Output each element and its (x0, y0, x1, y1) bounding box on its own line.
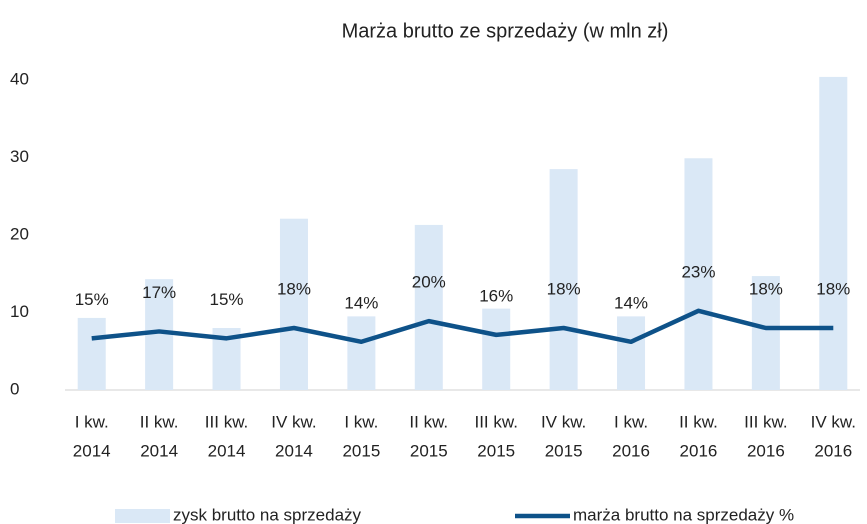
data-label: 18% (816, 279, 850, 298)
bar (819, 76, 848, 391)
x-tick-label: 2016 (747, 441, 785, 460)
x-tick-label: 2016 (612, 441, 650, 460)
y-tick-label: 10 (10, 302, 29, 321)
bar (684, 158, 713, 390)
x-tick-label: 2014 (73, 441, 111, 460)
bar (751, 276, 780, 390)
x-tick-label: 2016 (680, 441, 718, 460)
y-tick-label: 20 (10, 224, 29, 243)
legend-label: zysk brutto na sprzedaży (173, 505, 362, 524)
x-tick-label: IV kw. (811, 412, 856, 431)
bar (482, 308, 511, 390)
bar (279, 218, 308, 390)
chart-title: Marża brutto ze sprzedaży (w mln zł) (342, 20, 669, 42)
x-tick-label: I kw. (344, 412, 378, 431)
data-label: 15% (75, 290, 109, 309)
x-tick-label: 2014 (275, 441, 313, 460)
x-tick-label: 2015 (342, 441, 380, 460)
x-tick-label: II kw. (679, 412, 718, 431)
x-tick-label: IV kw. (541, 412, 586, 431)
x-tick-label: II kw. (409, 412, 448, 431)
x-tick-label: I kw. (614, 412, 648, 431)
data-label: 20% (412, 273, 446, 292)
x-tick-label: III kw. (205, 412, 248, 431)
x-tick-label: 2014 (208, 441, 246, 460)
bar (77, 317, 106, 390)
x-tick-label: III kw. (744, 412, 787, 431)
data-label: 14% (614, 293, 648, 312)
legend-swatch (115, 509, 170, 523)
data-label: 18% (547, 279, 581, 298)
x-tick-label: 2015 (410, 441, 448, 460)
y-tick-label: 0 (10, 379, 19, 398)
data-label: 18% (749, 279, 783, 298)
x-tick-label: 2016 (814, 441, 852, 460)
x-tick-label: IV kw. (271, 412, 316, 431)
bar (549, 169, 578, 390)
legend-label: marża brutto na sprzedaży % (573, 505, 794, 524)
data-label: 15% (210, 290, 244, 309)
bar (414, 224, 443, 390)
y-tick-label: 30 (10, 147, 29, 166)
bar (347, 316, 376, 390)
data-label: 23% (681, 262, 715, 281)
x-tick-label: 2015 (477, 441, 515, 460)
data-label: 18% (277, 279, 311, 298)
data-label: 16% (479, 286, 513, 305)
x-tick-label: 2015 (545, 441, 583, 460)
y-tick-label: 40 (10, 69, 29, 88)
line (91, 308, 834, 345)
x-tick-label: III kw. (474, 412, 517, 431)
x-tick-label: I kw. (75, 412, 109, 431)
x-tick-label: 2014 (140, 441, 178, 460)
data-label: 14% (344, 293, 378, 312)
bar (617, 316, 646, 390)
x-tick-label: II kw. (140, 412, 179, 431)
data-label: 17% (142, 283, 176, 302)
